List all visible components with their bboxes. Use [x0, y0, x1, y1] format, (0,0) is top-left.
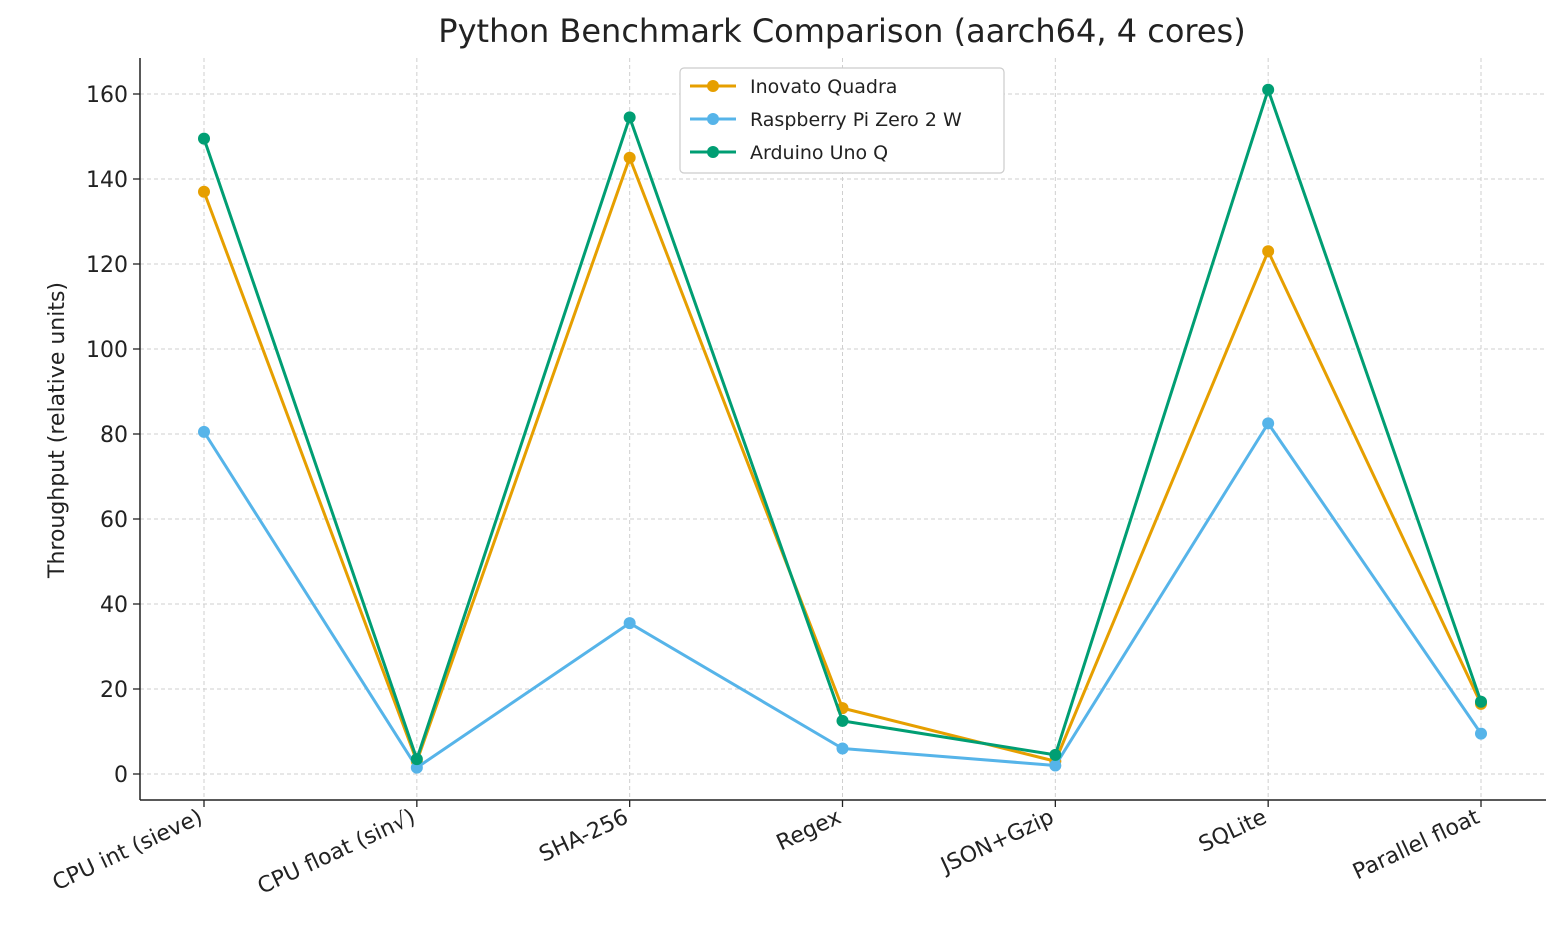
data-point: [410, 753, 423, 766]
data-point: [1262, 245, 1275, 258]
x-tick-label: Regex: [773, 805, 845, 856]
data-point: [623, 617, 636, 630]
legend-label: Raspberry Pi Zero 2 W: [750, 109, 962, 131]
series-arduino-uno-q: [198, 83, 1487, 766]
data-point: [198, 185, 210, 198]
y-tick-label: 100: [86, 338, 128, 363]
chart-title: Python Benchmark Comparison (aarch64, 4 …: [438, 12, 1245, 50]
y-tick-label: 80: [100, 423, 128, 448]
data-point: [410, 761, 423, 774]
y-tick-label: 140: [86, 168, 128, 193]
legend-label: Inovato Quadra: [750, 76, 897, 98]
legend-label: Arduino Uno Q: [750, 142, 888, 164]
y-tick-label: 40: [100, 593, 128, 618]
y-tick-label: 120: [86, 253, 128, 278]
x-tick-label: JSON+Gzip: [936, 805, 1058, 880]
data-point: [198, 132, 210, 145]
y-axis-title: Throughput (relative units): [45, 282, 70, 579]
x-tick-label: SHA-256: [536, 805, 633, 868]
axes: [133, 58, 1546, 807]
data-point: [1262, 417, 1275, 430]
data-point: [198, 425, 210, 438]
y-tick-label: 0: [114, 763, 128, 788]
legend-box: [679, 67, 1005, 174]
data-point: [1049, 759, 1062, 772]
legend: Inovato Quadra Raspberry Pi Zero 2 W Ardui…: [679, 67, 1005, 174]
legend-marker: [707, 146, 719, 158]
x-tick-label: SQLite: [1195, 805, 1271, 858]
data-point: [1049, 748, 1062, 761]
data-point: [1475, 727, 1487, 740]
series-raspberry-pi-zero-2-w: [198, 417, 1487, 774]
data-point: [836, 742, 849, 755]
y-tick-label: 20: [100, 678, 128, 703]
data-point: [1262, 83, 1275, 96]
y-tick-label: 160: [86, 83, 128, 108]
x-tick-label: Parallel float: [1349, 805, 1484, 886]
legend-marker: [707, 113, 719, 125]
data-point: [623, 151, 636, 164]
series-lines: [198, 83, 1487, 774]
x-tick-label: CPU float (sin√): [254, 805, 419, 900]
y-tick-label: 60: [100, 508, 128, 533]
legend-marker: [707, 80, 719, 92]
data-point: [1475, 695, 1487, 708]
data-point: [623, 111, 636, 124]
data-point: [836, 714, 849, 727]
x-tick-label: CPU int (sieve): [49, 805, 207, 896]
